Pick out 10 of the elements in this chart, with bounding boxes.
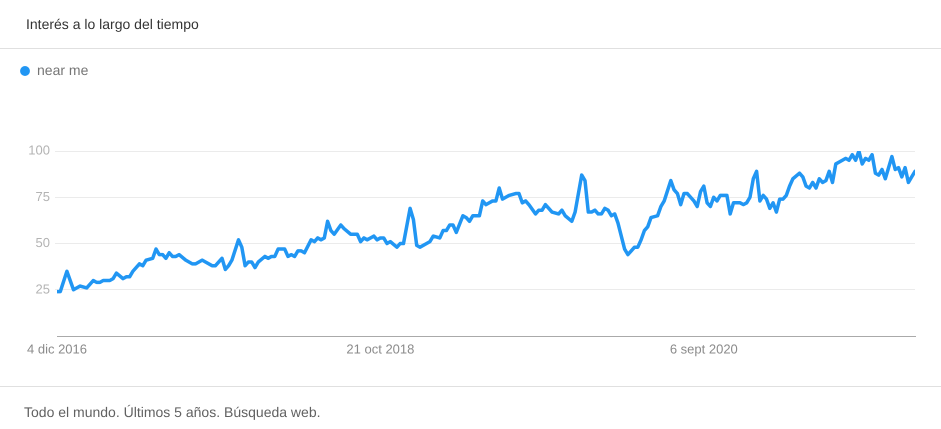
y-tick-label: 50 bbox=[36, 235, 50, 250]
legend-label: near me bbox=[37, 62, 89, 78]
x-tick-label: 21 oct 2018 bbox=[346, 341, 414, 356]
text: Todo el mundo. Últimos 5 años. Búsqueda web. bbox=[24, 403, 321, 421]
y-tick-label: 75 bbox=[36, 188, 50, 204]
y-tick-label: 100 bbox=[28, 142, 50, 158]
x-tick-label: 4 dic 2016 bbox=[27, 341, 87, 356]
chart-title: Interés a lo largo del tiempo bbox=[26, 15, 199, 33]
x-tick-label: 6 sept 2020 bbox=[670, 341, 738, 356]
y-tick-label: 25 bbox=[36, 281, 50, 296]
